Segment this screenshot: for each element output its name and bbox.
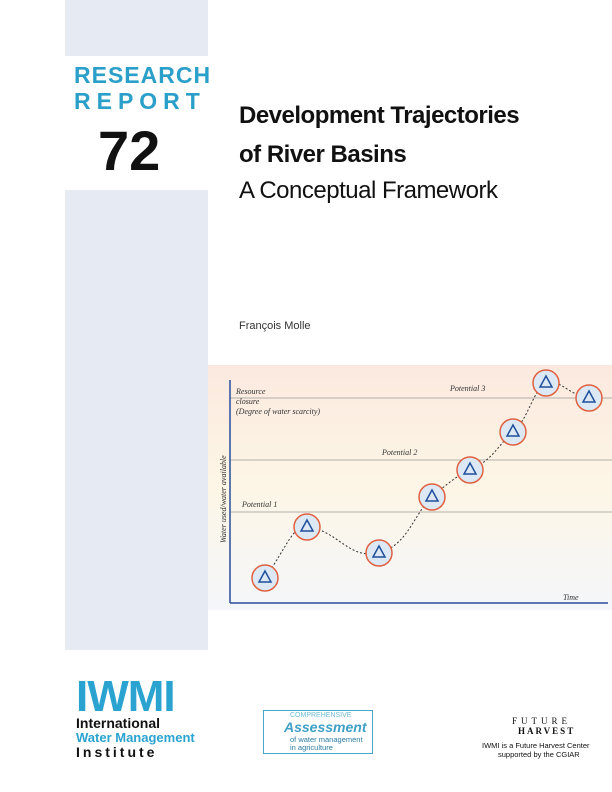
stage-icon-glyph [424,488,440,502]
figure-label: Resource [235,387,266,396]
stage-icon [532,369,560,397]
author: François Molle [239,320,311,332]
iwmi-acronym: IWMI [76,672,176,721]
title: of River Basins [239,141,407,168]
y-axis-title: Water used/water available [219,455,228,543]
side-strip [65,190,208,650]
stage-icon [418,483,446,511]
x-axis-title: Time [563,593,579,602]
fh-logo-text: supported by the CGIAR [498,750,580,759]
fh-logo-text: HARVEST [518,726,576,736]
figure-label: closure [236,397,260,406]
ca-logo-text: COMPREHENSIVE [290,712,352,719]
series-label: RESEARCH [74,62,212,88]
stage-icon [365,539,393,567]
ca-logo-frame [263,710,373,754]
ca-logo-text: of water management [290,735,363,744]
subtitle: A Conceptual Framework [239,177,498,204]
figure-label: Potential 2 [381,448,417,457]
side-strip [65,0,208,56]
stage-icon-glyph [371,544,387,558]
stage-icon [575,384,603,412]
figure-label: Potential 3 [449,384,485,393]
report-number: 72 [98,119,161,182]
ca-logo-text: Assessment [284,719,367,735]
series-label: REPORT [74,88,206,114]
stage-icon [499,418,527,446]
fh-logo-text: FUTURE [512,716,572,726]
iwmi-name: International [76,715,161,731]
iwmi-name: Water Management [76,730,195,745]
title: Development Trajectories [239,102,520,129]
figure-label: Potential 1 [241,500,277,509]
stage-icon [456,456,484,484]
stage-icon [251,564,279,592]
stage-icon-glyph [505,423,521,437]
ca-logo-text: in agriculture [290,743,333,752]
figure: Resource closure (Degree of water scarci… [208,365,612,610]
stage-icon-glyph [257,569,273,583]
fh-logo-text: IWMI is a Future Harvest Center [482,741,590,750]
figure-label: (Degree of water scarcity) [236,407,320,416]
stage-icon-glyph [581,389,597,403]
stage-icon-glyph [299,518,315,532]
iwmi-name: Institute [76,744,158,760]
stage-icon [293,513,321,541]
stage-icon-glyph [462,461,478,475]
stage-icon-glyph [538,374,554,388]
